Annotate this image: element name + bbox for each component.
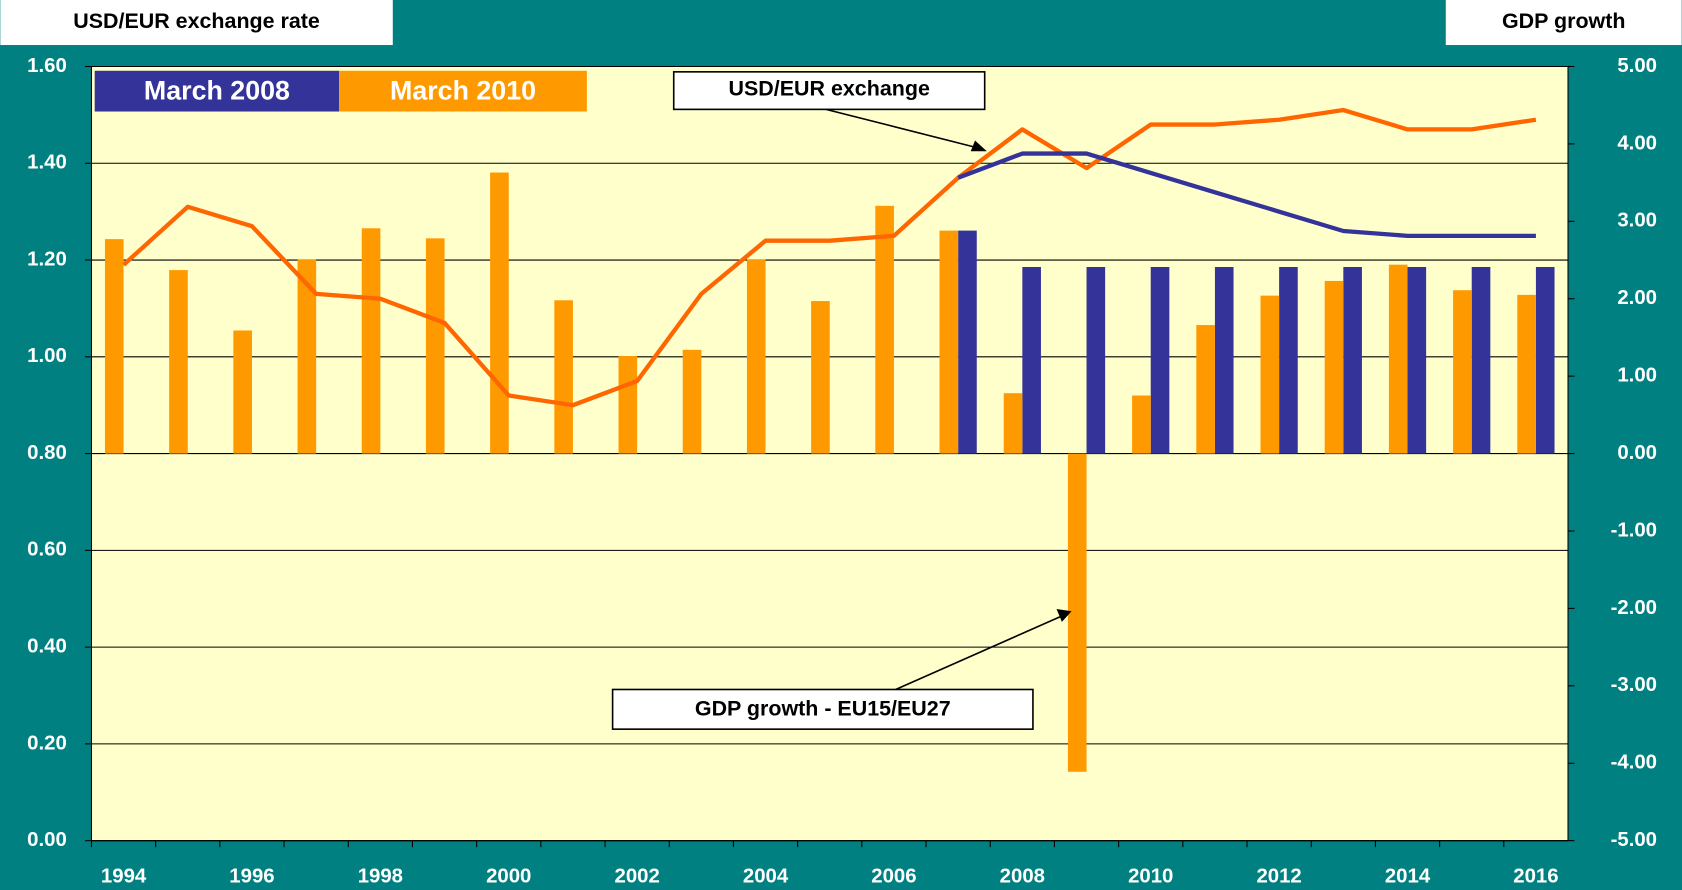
y-tick-label: 1.20 (27, 248, 67, 270)
x-tick-label: 2014 (1385, 866, 1431, 888)
x-tick-label: 2010 (1128, 866, 1173, 888)
bar (618, 356, 638, 454)
arrow-head (970, 140, 987, 152)
x-tick-label: 2012 (1256, 866, 1301, 888)
bar (1535, 266, 1555, 454)
annotation: GDP growth - EU15/EU27 (695, 697, 951, 721)
y2-tick-label: 4.00 (1617, 132, 1657, 154)
bar (1196, 325, 1215, 454)
bar (939, 230, 959, 454)
y-tick-label: 0.00 (27, 829, 67, 851)
legend-label: March 2010 (390, 75, 536, 105)
bar (1279, 266, 1298, 454)
y2-tick-label: -3.00 (1611, 674, 1657, 696)
arrow-head (1056, 609, 1072, 622)
line (957, 151, 1536, 238)
annotation: USD/EUR exchange (729, 77, 930, 101)
bar (490, 172, 509, 454)
x-tick-label: 2008 (1000, 866, 1045, 888)
legend-swatch (339, 70, 587, 112)
bar (1388, 264, 1408, 454)
bar (1132, 395, 1151, 454)
bar (1086, 266, 1106, 454)
x-tick-label: 2002 (615, 866, 660, 888)
y-tick-label: 0.60 (27, 539, 67, 561)
y2-axis-title: GDP growth (1502, 9, 1625, 33)
y-tick-label: 0.80 (27, 442, 67, 464)
y-axis-title: USD/EUR exchange rate (73, 9, 320, 33)
y2-tick-label: -1.00 (1611, 519, 1657, 541)
y2-tick-label: 5.00 (1617, 55, 1657, 77)
y-tick-label: 1.40 (27, 152, 67, 174)
annotation-arrow (895, 614, 1064, 691)
bar (1260, 295, 1280, 454)
bar (1150, 266, 1170, 454)
bar (425, 238, 445, 454)
bar (1324, 280, 1344, 454)
bar (1214, 266, 1234, 454)
bar (1022, 266, 1041, 454)
annotation-box (672, 71, 986, 111)
y2-tick-label: 0.00 (1617, 442, 1657, 464)
legend-label: March 2008 (144, 75, 290, 105)
bar (104, 239, 124, 454)
y-tick-label: 0.20 (27, 732, 67, 754)
bar (1471, 266, 1491, 454)
y2-tick-label: -5.00 (1611, 829, 1657, 851)
y-tick-label: 0.40 (27, 636, 67, 658)
bar (811, 301, 830, 454)
x-tick-label: 2000 (486, 866, 531, 888)
y-title-box (0, 0, 393, 46)
bar (1407, 266, 1427, 454)
x-tick-label: 1996 (229, 866, 274, 888)
x-tick-label: 2016 (1513, 866, 1558, 888)
bar (746, 259, 766, 454)
y2-tick-label: -4.00 (1611, 752, 1657, 774)
y2-title-box (1445, 0, 1682, 46)
bar (875, 205, 894, 454)
annotation-arrow (825, 108, 979, 149)
bar (958, 230, 977, 454)
line (122, 107, 1537, 408)
bar (1003, 393, 1023, 454)
bar (297, 259, 317, 454)
bar (1067, 453, 1087, 772)
bar (1453, 290, 1472, 454)
legend-swatch (94, 70, 340, 112)
bar (682, 349, 702, 454)
x-tick-label: 2006 (871, 866, 916, 888)
bar (169, 270, 188, 454)
x-tick-label: 1994 (101, 866, 147, 888)
y2-tick-label: 1.00 (1617, 365, 1657, 387)
bar (554, 300, 573, 454)
y2-tick-label: 2.00 (1617, 287, 1657, 309)
x-tick-label: 2004 (743, 866, 789, 888)
y-tick-label: 1.00 (27, 345, 67, 367)
bar (361, 228, 381, 454)
annotation-box (611, 688, 1034, 730)
bar (1343, 266, 1362, 454)
y-tick-label: 1.60 (27, 55, 67, 77)
y2-tick-label: 3.00 (1617, 210, 1657, 232)
x-tick-label: 1998 (358, 866, 403, 888)
y2-tick-label: -2.00 (1611, 597, 1657, 619)
bar (1517, 294, 1536, 454)
bar (233, 330, 252, 454)
